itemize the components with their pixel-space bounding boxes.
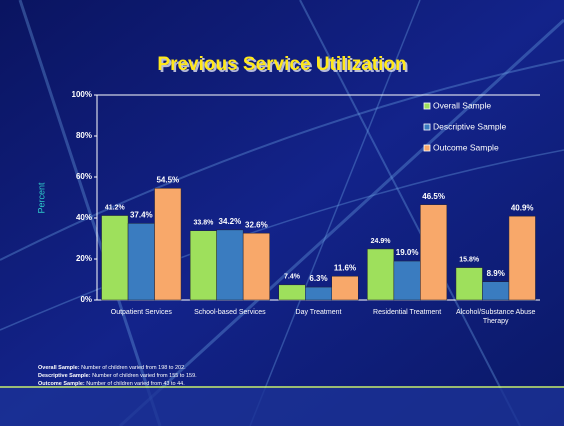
legend-label: Outcome Sample <box>433 142 499 152</box>
legend-swatch <box>423 102 431 110</box>
legend-swatch <box>423 144 431 152</box>
title-shadow: Previous Service Utilization <box>159 56 408 77</box>
data-label: 6.3% <box>309 274 327 283</box>
data-label: 24.9% <box>371 238 392 245</box>
bar <box>455 267 483 301</box>
y-tick-label: 100% <box>72 90 92 99</box>
bar <box>154 188 182 301</box>
footnote: Outcome Sample: Number of children varie… <box>38 380 185 388</box>
data-label: 11.6% <box>334 263 356 272</box>
data-label: 32.6% <box>245 220 268 229</box>
bar <box>420 204 448 301</box>
bar <box>216 229 244 301</box>
data-label: 19.0% <box>396 248 419 257</box>
data-label: 33.8% <box>193 220 214 227</box>
bar <box>482 281 510 301</box>
data-label: 8.9% <box>487 269 505 278</box>
data-label: 54.5% <box>156 175 179 184</box>
y-tick-label: 20% <box>76 254 92 263</box>
footnote: Descriptive Sample: Number of children v… <box>38 372 197 380</box>
data-label: 34.2% <box>219 217 242 226</box>
legend-label: Overall Sample <box>433 100 491 110</box>
data-label: 40.9% <box>511 203 534 212</box>
data-label: 15.8% <box>459 256 480 263</box>
chart-title: Previous Service Utilization <box>157 54 406 75</box>
legend-label: Descriptive Sample <box>433 121 506 131</box>
y-axis-label: Percent <box>36 182 46 214</box>
bar <box>278 284 306 301</box>
bar <box>189 230 217 301</box>
footnote-label: Descriptive Sample: <box>38 373 91 379</box>
y-tick-label: 60% <box>76 172 92 181</box>
footnote-text: Number of children varied from 198 to 20… <box>79 365 186 371</box>
y-tick-label: 0% <box>80 295 92 304</box>
x-tick-label: School-based Services <box>194 309 266 316</box>
x-tick-label: Outpatient Services <box>110 309 172 316</box>
y-tick-label: 80% <box>76 131 92 140</box>
x-tick-label: Day Treatment <box>295 309 342 316</box>
y-tick-label: 40% <box>76 213 92 222</box>
bar <box>242 232 270 301</box>
bottom-band <box>0 388 564 426</box>
footnote-label: Outcome Sample: <box>38 381 85 387</box>
footnote-text: Number of children varied from 43 to 44. <box>84 381 185 387</box>
data-label: 46.5% <box>422 192 445 201</box>
bar <box>101 215 129 301</box>
legend-swatch <box>423 123 431 131</box>
bar <box>305 286 332 301</box>
bar <box>393 260 421 301</box>
data-label: 37.4% <box>130 210 153 219</box>
bar <box>367 248 395 301</box>
footnote: Overall Sample: Number of children varie… <box>38 364 186 372</box>
bar <box>331 275 359 301</box>
data-label: 41.2% <box>105 204 126 211</box>
bar <box>127 223 155 301</box>
x-tick-label: Residential Treatment <box>373 309 442 316</box>
bar <box>508 215 536 301</box>
footnote-label: Overall Sample: <box>38 365 80 371</box>
footnote-text: Number of children varied from 155 to 15… <box>90 373 197 379</box>
data-label: 7.4% <box>284 274 301 281</box>
x-tick-label: Alcohol/Substance Abuse Therapy <box>455 309 536 325</box>
